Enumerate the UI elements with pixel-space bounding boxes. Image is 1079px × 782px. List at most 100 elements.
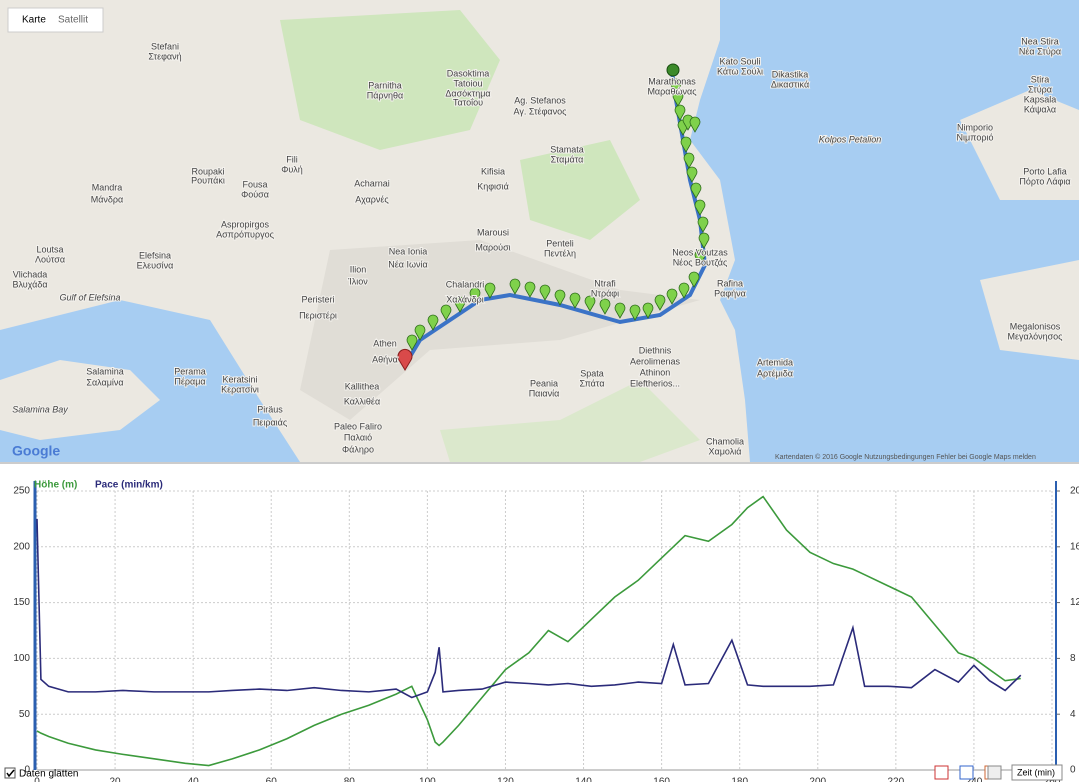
map-label: Vlichada — [13, 269, 48, 279]
map-label: Dikastika — [772, 69, 809, 79]
start-marker — [667, 64, 679, 76]
map-label: Parnitha — [368, 80, 402, 90]
map-label: Πειραιάς — [253, 417, 288, 427]
x-tick-label: 200 — [809, 777, 826, 782]
map-label: Δικαστικά — [771, 79, 809, 89]
map-label: Σπάτα — [579, 378, 604, 388]
map-label: Loutsa — [36, 244, 63, 254]
map-label: Αρτέμιδα — [757, 368, 793, 378]
map-label: Σαλαμίνα — [86, 377, 123, 387]
x-tick-label: 40 — [188, 777, 200, 782]
y2-tick-label: 0 — [1070, 765, 1076, 776]
map-label: Dasoktima — [447, 68, 490, 78]
map-attribution: Kartendaten © 2016 Google Nutzungsbeding… — [775, 453, 1036, 461]
x-tick-label: 20 — [110, 777, 122, 782]
map-label: Παιανία — [529, 388, 560, 398]
map-label: Κάψαλα — [1024, 104, 1056, 114]
map-label: Στύρα — [1028, 84, 1052, 94]
data-line — [37, 519, 1021, 698]
toolbar-icon[interactable] — [960, 766, 973, 779]
map-label: Μαρούσι — [475, 242, 510, 252]
y2-tick-label: 20 — [1070, 486, 1079, 497]
x-tick-label: 140 — [575, 777, 592, 782]
map-label: Neos Voutzas — [672, 247, 728, 257]
map-label: Στεφανή — [148, 51, 181, 61]
map-label: Πέραμα — [174, 376, 205, 386]
map-label: Ραφήνα — [714, 288, 746, 298]
map-label: Σταμάτα — [551, 154, 584, 164]
map-label: Chalandri — [446, 279, 485, 289]
map-label: Spata — [580, 368, 604, 378]
map-label: Ρουπάκι — [191, 175, 225, 185]
map-label: Κερατσίνι — [221, 384, 259, 394]
map-label: Perama — [174, 366, 206, 376]
x-axis-button-label: Zeit (min) — [1017, 767, 1055, 777]
x-tick-label: 160 — [653, 777, 670, 782]
map-label: Καλλιθέα — [344, 396, 380, 406]
map-label: Τατοΐου — [453, 97, 483, 107]
map-label: Περιστέρι — [299, 310, 337, 320]
y2-tick-label: 12 — [1070, 597, 1079, 608]
map-label: Peristeri — [301, 294, 334, 304]
y2-tick-label: 4 — [1070, 709, 1076, 720]
map-logo: Google — [12, 443, 60, 459]
map-label: Acharnai — [354, 178, 390, 188]
checkbox-label: Daten glätten — [19, 769, 79, 780]
map-label: Κάτω Σούλι — [717, 66, 763, 76]
map-label: Eleftherios... — [630, 378, 680, 388]
y-tick-label: 250 — [13, 486, 30, 497]
y-tick-label: 100 — [13, 653, 30, 664]
map-label: Ag. Stefanos — [514, 95, 566, 105]
data-line — [37, 497, 1021, 766]
map-label: Λούτσα — [35, 254, 65, 264]
map-label: Μαραθώνας — [647, 86, 697, 96]
map-label: Kapsala — [1024, 94, 1057, 104]
map-label: Marousi — [477, 227, 509, 237]
map-label: Ilion — [350, 264, 367, 274]
map-label: Kallithea — [345, 381, 380, 391]
map-label: Nea Stira — [1021, 36, 1059, 46]
map-label: Elefsina — [139, 250, 171, 260]
map-label: Πεντέλη — [544, 248, 576, 258]
map-label: Χαλάνδρι — [446, 294, 483, 304]
checkbox[interactable] — [5, 768, 15, 778]
map-label: Ίλιον — [347, 276, 368, 286]
legend-entry: Höhe (m) — [34, 480, 77, 491]
map-label: Stefani — [151, 41, 179, 51]
map-label: Gulf of Elefsina — [59, 292, 120, 302]
map-label: Megalonisos — [1010, 321, 1061, 331]
map-label: Πάρνηθα — [367, 90, 404, 100]
map-label: Χαμολιά — [709, 446, 742, 456]
map-label: Νιμποριό — [957, 132, 994, 142]
chart: 0204060801001201401601802002202402600501… — [0, 462, 1079, 782]
map-label: Kifisia — [481, 166, 505, 176]
map-type-button[interactable]: Satellit — [58, 15, 88, 26]
map-label: Chamolia — [706, 436, 744, 446]
map-label: Νέος Βουτζάς — [673, 257, 728, 267]
map-label: Mandra — [92, 182, 123, 192]
map-label: Artemida — [757, 357, 793, 367]
y-tick-label: 50 — [19, 709, 31, 720]
toolbar-icon[interactable] — [988, 766, 1001, 779]
map-label: Νέα Στύρα — [1019, 46, 1061, 56]
map-type-button[interactable]: Karte — [22, 15, 46, 26]
y2-tick-label: 16 — [1070, 541, 1079, 552]
map-label: Marathonas — [648, 76, 696, 86]
map-label: Πόρτο Λάφια — [1019, 176, 1070, 186]
map-label: Παλαιό — [344, 432, 372, 442]
map-label: Penteli — [546, 238, 574, 248]
map-label: Φούσα — [241, 189, 269, 199]
x-tick-label: 180 — [731, 777, 748, 782]
map-label: Μεγαλόνησος — [1008, 331, 1064, 341]
map-label: Tatoiou — [453, 78, 482, 88]
map-label: Athen — [373, 338, 397, 348]
y-tick-label: 200 — [13, 541, 30, 552]
map-label: Aspropirgos — [221, 219, 270, 229]
x-tick-label: 100 — [419, 777, 436, 782]
toolbar-icon[interactable] — [935, 766, 948, 779]
y2-tick-label: 8 — [1070, 653, 1076, 664]
x-tick-label: 80 — [344, 777, 356, 782]
map-label: Porto Lafia — [1023, 166, 1067, 176]
map-label: Νέα Ιωνία — [388, 259, 427, 269]
